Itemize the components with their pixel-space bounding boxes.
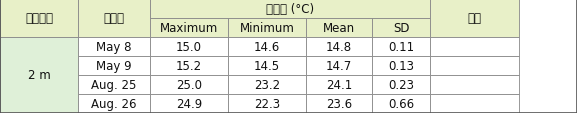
Bar: [306, 19, 372, 38]
Bar: [78, 75, 150, 94]
Bar: [306, 38, 372, 56]
Bar: [150, 19, 228, 38]
Text: May 8: May 8: [96, 41, 132, 54]
Text: 24.9: 24.9: [176, 97, 202, 110]
Bar: [228, 56, 306, 75]
Bar: [306, 94, 372, 113]
Bar: [0, 38, 78, 113]
Bar: [306, 75, 372, 94]
Text: 관측수층: 관측수층: [25, 12, 53, 25]
Text: 15.2: 15.2: [176, 59, 202, 72]
Bar: [430, 75, 519, 94]
Text: 24.1: 24.1: [326, 78, 352, 91]
Text: 관측일: 관측일: [103, 12, 125, 25]
Text: Mean: Mean: [323, 22, 355, 35]
Bar: [372, 19, 430, 38]
Bar: [430, 56, 519, 75]
Text: 0.66: 0.66: [388, 97, 414, 110]
Text: 비고: 비고: [467, 12, 482, 25]
Bar: [150, 94, 228, 113]
Text: 23.2: 23.2: [254, 78, 280, 91]
Bar: [372, 38, 430, 56]
Bar: [78, 38, 150, 56]
Bar: [372, 75, 430, 94]
Text: 측정값 (°C): 측정값 (°C): [266, 3, 314, 16]
Bar: [228, 19, 306, 38]
Bar: [150, 75, 228, 94]
Text: 0.11: 0.11: [388, 41, 414, 54]
Text: Maximum: Maximum: [160, 22, 218, 35]
Text: 14.7: 14.7: [326, 59, 352, 72]
Text: 14.6: 14.6: [254, 41, 280, 54]
Text: 2 m: 2 m: [28, 69, 50, 82]
Bar: [228, 38, 306, 56]
Bar: [150, 56, 228, 75]
Bar: [430, 0, 519, 38]
Text: 23.6: 23.6: [326, 97, 352, 110]
Text: 22.3: 22.3: [254, 97, 280, 110]
Text: 0.13: 0.13: [388, 59, 414, 72]
Bar: [78, 0, 150, 38]
Text: Aug. 26: Aug. 26: [91, 97, 137, 110]
Text: SD: SD: [393, 22, 409, 35]
Text: 15.0: 15.0: [176, 41, 202, 54]
Text: 25.0: 25.0: [176, 78, 202, 91]
Bar: [372, 56, 430, 75]
Bar: [78, 94, 150, 113]
Text: 0.23: 0.23: [388, 78, 414, 91]
Bar: [372, 94, 430, 113]
Bar: [228, 94, 306, 113]
Bar: [430, 94, 519, 113]
Text: Aug. 25: Aug. 25: [91, 78, 137, 91]
Text: Minimum: Minimum: [239, 22, 294, 35]
Bar: [150, 38, 228, 56]
Bar: [430, 38, 519, 56]
Bar: [306, 56, 372, 75]
Bar: [0, 0, 78, 38]
Bar: [228, 75, 306, 94]
Bar: [150, 0, 430, 19]
Bar: [78, 56, 150, 75]
Text: 14.8: 14.8: [326, 41, 352, 54]
Text: May 9: May 9: [96, 59, 132, 72]
Text: 14.5: 14.5: [254, 59, 280, 72]
